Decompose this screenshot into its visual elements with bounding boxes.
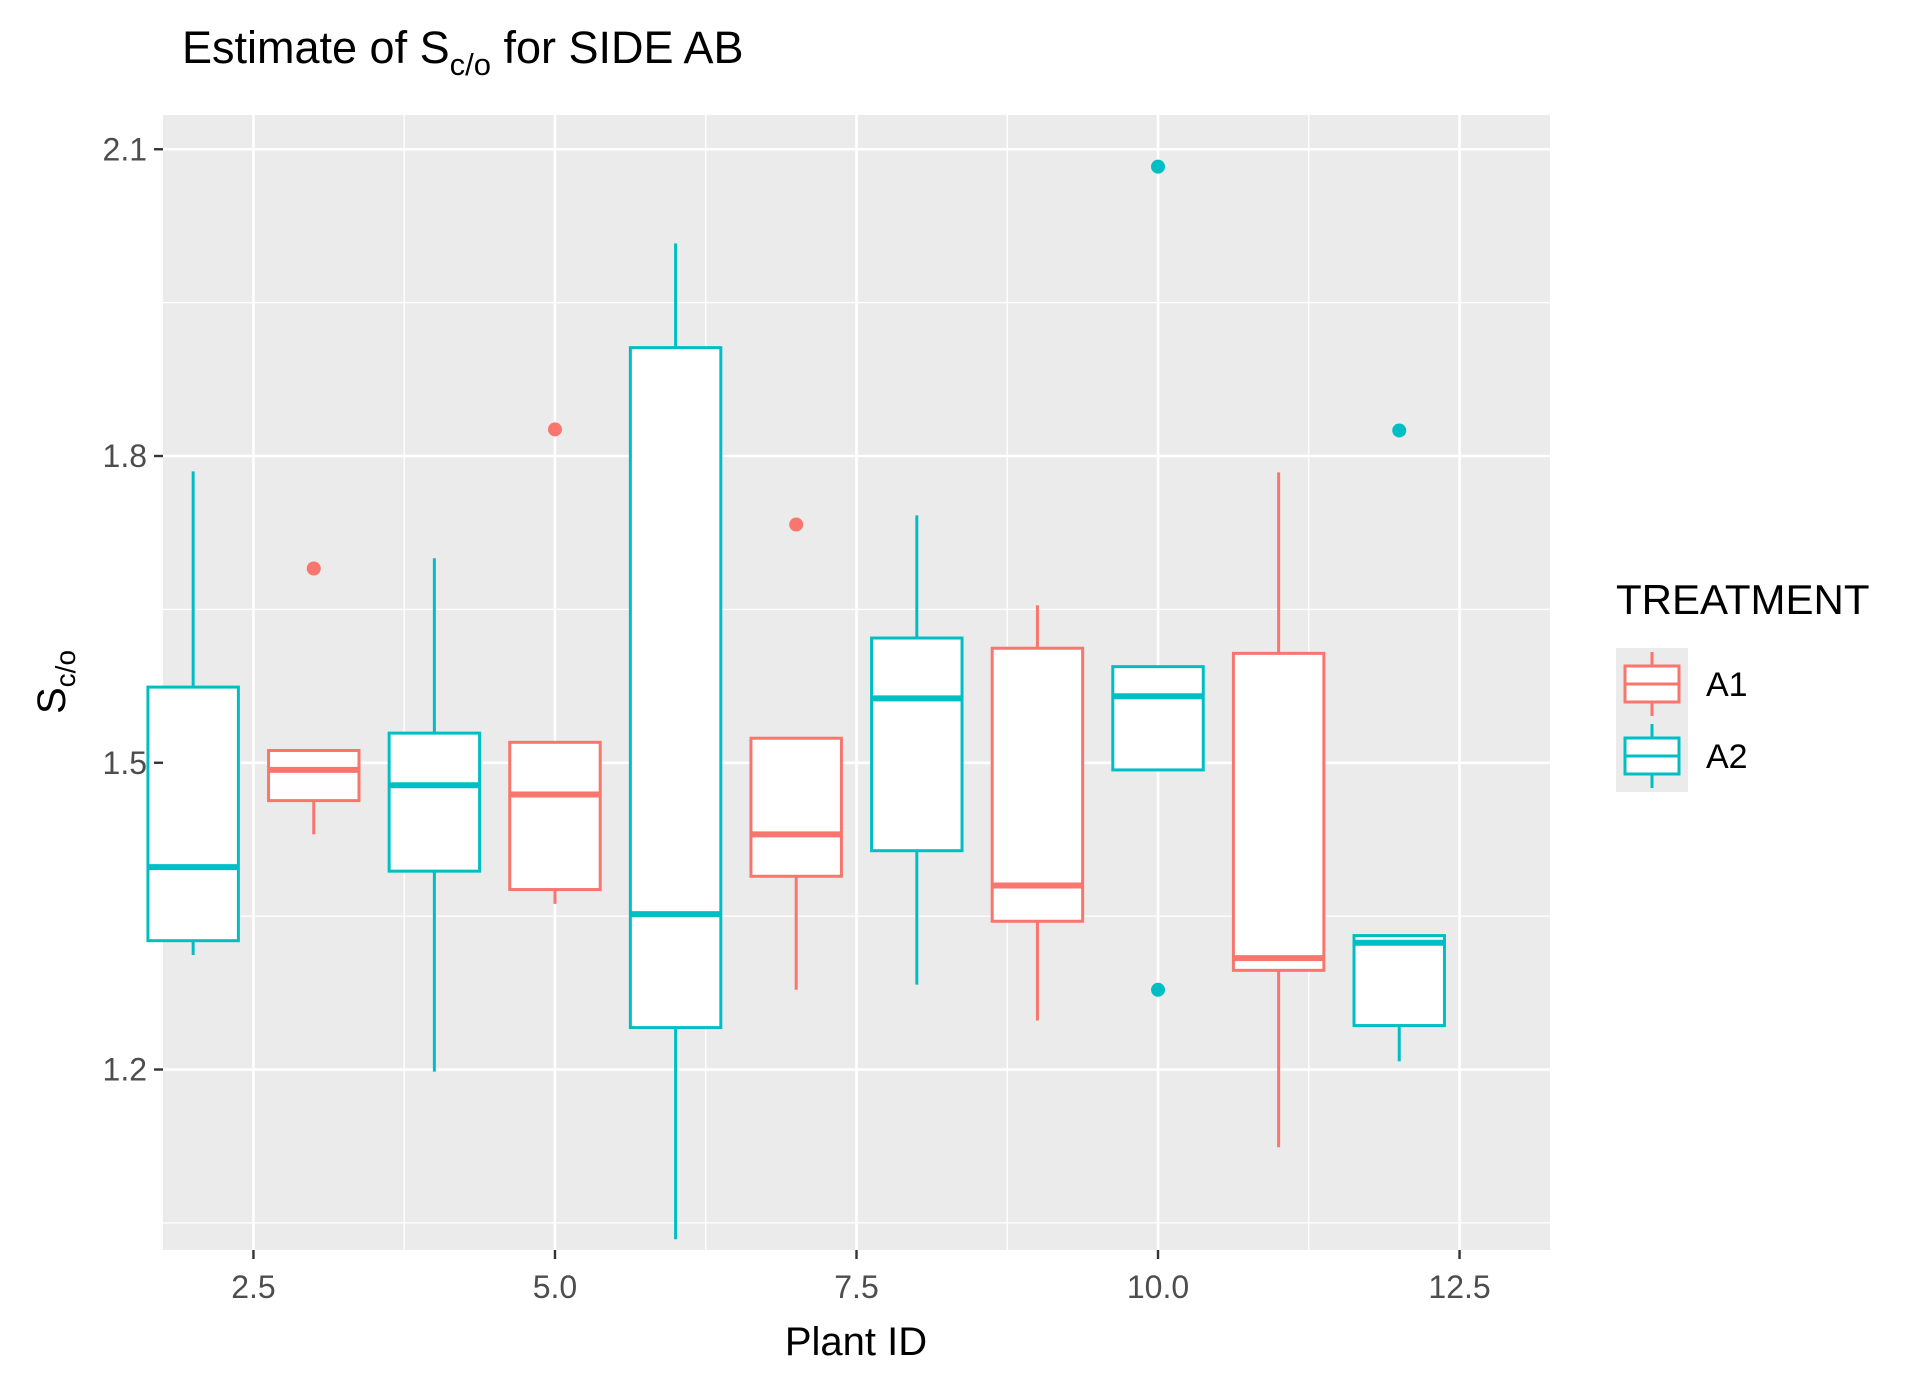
box-iqr bbox=[508, 740, 602, 892]
legend-items: A1 A2 bbox=[1616, 648, 1748, 792]
x-tick-label: 12.5 bbox=[1428, 1269, 1490, 1305]
box-A1-x9 bbox=[990, 605, 1085, 1021]
box-iqr bbox=[749, 736, 843, 878]
y-axis-title-subscript: c/o bbox=[50, 650, 81, 687]
x-tick-label: 5.0 bbox=[533, 1269, 577, 1305]
y-tick-label: 1.8 bbox=[103, 438, 147, 474]
box-A1-x7 bbox=[749, 517, 843, 990]
box-iqr bbox=[990, 646, 1085, 923]
grid-lines bbox=[163, 115, 1550, 1250]
chart-title-subscript: c/o bbox=[450, 47, 491, 82]
y-tick-label: 1.2 bbox=[103, 1052, 147, 1088]
x-axis-title: Plant ID bbox=[785, 1320, 927, 1364]
legend-item-A1: A1 bbox=[1616, 648, 1748, 720]
outlier-point bbox=[547, 422, 562, 437]
x-axis-ticks: 2.5 5.0 7.5 10.0 12.5 bbox=[231, 1250, 1491, 1305]
box-A2-x2 bbox=[146, 471, 240, 956]
x-tick-label: 2.5 bbox=[231, 1269, 275, 1305]
box-A2-x12 bbox=[1352, 423, 1446, 1062]
box-iqr bbox=[628, 346, 723, 1030]
box-A2-x10 bbox=[1111, 159, 1205, 997]
box-A1-x11 bbox=[1231, 472, 1326, 1148]
legend-label: A1 bbox=[1706, 666, 1748, 704]
legend-title: TREATMENT bbox=[1616, 576, 1870, 623]
box-iqr bbox=[1111, 665, 1205, 772]
box-series bbox=[146, 159, 1446, 1240]
legend-item-A2: A2 bbox=[1616, 720, 1748, 792]
box-iqr bbox=[1231, 651, 1326, 972]
y-axis-ticks: 1.2 1.5 1.8 2.1 bbox=[103, 131, 163, 1088]
box-iqr bbox=[870, 636, 964, 853]
box-iqr bbox=[267, 748, 361, 803]
chart-title-main: Estimate of S bbox=[182, 22, 450, 73]
legend: TREATMENT A1 A2 bbox=[1616, 576, 1870, 792]
y-tick-label: 1.5 bbox=[103, 745, 147, 781]
y-axis-title-main: S bbox=[30, 687, 74, 714]
box-iqr bbox=[146, 685, 240, 943]
chart-title-suffix: for SIDE AB bbox=[491, 22, 744, 73]
outlier-point bbox=[306, 561, 321, 576]
box-A1-x5 bbox=[508, 422, 602, 904]
chart-title: Estimate of Sc/o for SIDE AB bbox=[182, 22, 744, 82]
box-A1-x3 bbox=[267, 561, 361, 835]
x-tick-label: 10.0 bbox=[1127, 1269, 1189, 1305]
box-A2-x6 bbox=[628, 243, 723, 1240]
box-A2-x4 bbox=[387, 558, 482, 1072]
outlier-point bbox=[1392, 423, 1407, 438]
x-tick-label: 7.5 bbox=[834, 1269, 878, 1305]
y-axis-title: Sc/o bbox=[30, 650, 81, 714]
outlier-point bbox=[789, 517, 804, 532]
box-iqr bbox=[1352, 934, 1446, 1028]
box-iqr bbox=[387, 731, 482, 873]
box-A2-x8 bbox=[870, 515, 964, 985]
outlier-point bbox=[1151, 159, 1166, 174]
legend-label: A2 bbox=[1706, 738, 1748, 776]
outlier-point bbox=[1151, 982, 1166, 997]
y-tick-label: 2.1 bbox=[103, 131, 147, 167]
